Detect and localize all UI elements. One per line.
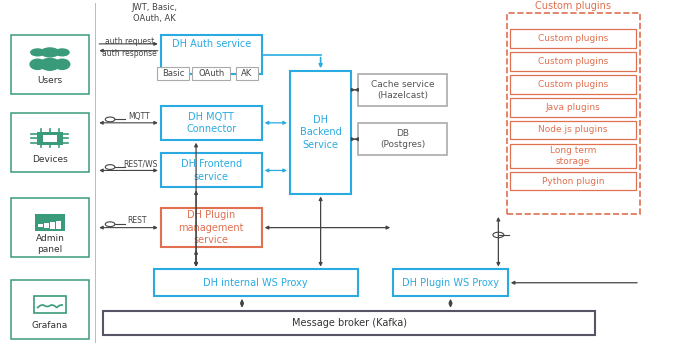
Bar [56, 221, 61, 229]
Bar [10, 34, 89, 94]
Circle shape [55, 49, 69, 56]
Text: DH Plugin WS Proxy: DH Plugin WS Proxy [402, 278, 499, 288]
Text: Python plugin: Python plugin [542, 176, 604, 185]
Circle shape [41, 48, 59, 57]
Bar [161, 153, 262, 187]
Bar [161, 106, 262, 140]
Text: Custom plugins: Custom plugins [538, 34, 608, 43]
Text: DH
Backend
Service: DH Backend Service [300, 115, 342, 150]
Bar [161, 35, 262, 74]
Bar [510, 121, 636, 139]
Bar [358, 74, 447, 106]
Text: OAuth: OAuth [198, 69, 225, 78]
Bar [236, 67, 258, 80]
Ellipse shape [40, 58, 60, 70]
Text: Node.js plugins: Node.js plugins [538, 126, 608, 135]
Bar [38, 224, 42, 227]
Text: REST: REST [127, 216, 147, 225]
Text: Devices: Devices [32, 155, 68, 164]
Ellipse shape [30, 59, 45, 69]
Bar [34, 214, 65, 231]
Bar [10, 280, 89, 339]
Text: Message broker (Kafka): Message broker (Kafka) [292, 318, 407, 328]
Bar [10, 198, 89, 257]
Text: Admin
panel: Admin panel [36, 234, 64, 254]
Text: AK: AK [241, 69, 252, 78]
Bar [10, 113, 89, 172]
Bar [192, 67, 230, 80]
Ellipse shape [55, 59, 70, 69]
Text: Grafana: Grafana [32, 321, 68, 331]
Text: Custom plugins: Custom plugins [535, 1, 611, 11]
Text: DH Auth service: DH Auth service [172, 39, 251, 49]
Bar [510, 30, 636, 48]
Text: Long term
storage: Long term storage [550, 146, 597, 166]
Text: DH Plugin
management
service: DH Plugin management service [179, 210, 244, 245]
Bar [50, 222, 55, 229]
Bar [37, 132, 63, 144]
Text: DH Frontend
service: DH Frontend service [181, 159, 242, 182]
Text: DH MQTT
Connector: DH MQTT Connector [186, 111, 236, 134]
Bar [290, 71, 351, 194]
Text: DB
(Postgres): DB (Postgres) [380, 129, 425, 149]
Text: auth request: auth request [105, 37, 154, 46]
Text: Basic: Basic [162, 69, 184, 78]
Bar [157, 67, 189, 80]
Text: JWT, Basic,
OAuth, AK: JWT, Basic, OAuth, AK [132, 3, 177, 23]
Text: Custom plugins: Custom plugins [538, 80, 608, 89]
Bar [161, 208, 262, 247]
Bar [393, 269, 508, 296]
Bar [154, 269, 358, 296]
Text: auth response: auth response [102, 49, 157, 58]
Text: DH internal WS Proxy: DH internal WS Proxy [203, 278, 308, 288]
Bar [510, 52, 636, 71]
Text: Custom plugins: Custom plugins [538, 57, 608, 66]
Bar [44, 223, 49, 228]
Bar [510, 144, 636, 168]
Bar [507, 13, 640, 214]
Text: Java plugins: Java plugins [546, 103, 601, 112]
Bar [103, 311, 595, 335]
Bar [34, 296, 66, 313]
Bar [510, 75, 636, 94]
Text: MQTT: MQTT [128, 111, 149, 120]
Circle shape [31, 49, 45, 56]
Bar [358, 123, 447, 155]
Bar [510, 98, 636, 117]
Bar [42, 135, 57, 142]
Text: Cache service
(Hazelcast): Cache service (Hazelcast) [371, 80, 434, 100]
Text: REST/WS: REST/WS [124, 159, 158, 168]
Text: Users: Users [38, 76, 62, 85]
Bar [510, 172, 636, 190]
